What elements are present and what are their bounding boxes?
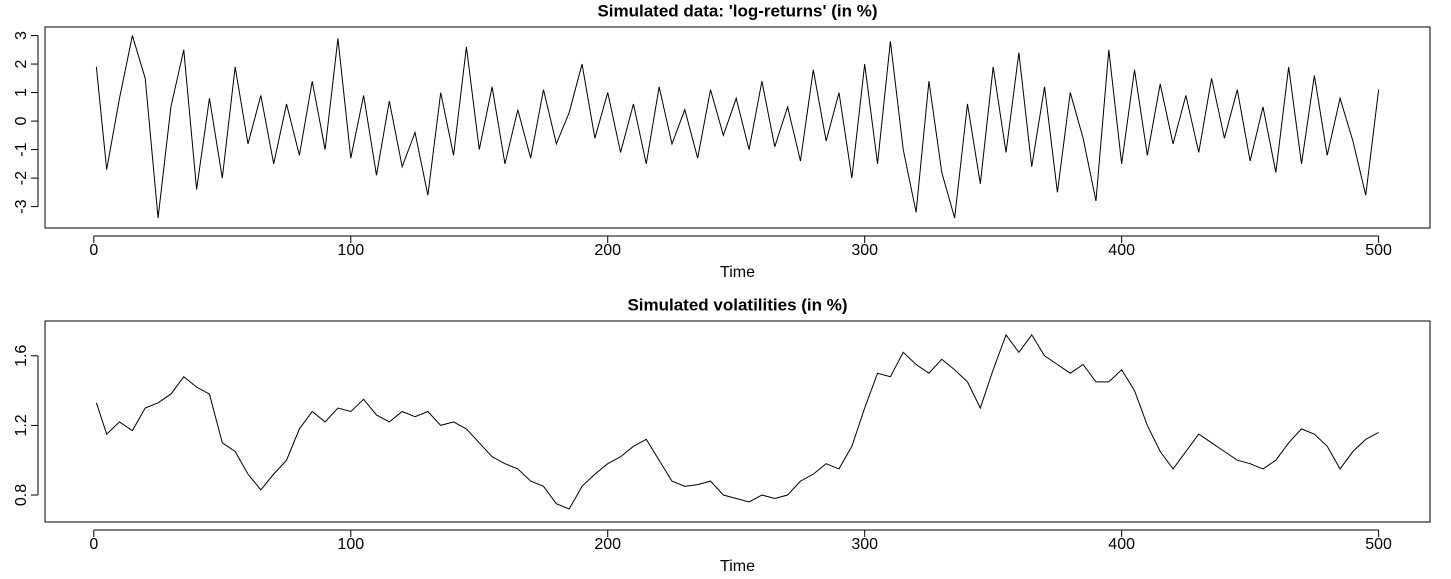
y-tick-label: 1.6 [13, 345, 30, 367]
y-tick-label: 1 [13, 88, 30, 97]
y-tick-label: 0.8 [13, 484, 30, 506]
x-tick-label: 300 [851, 242, 878, 259]
y-tick-label: 1.2 [13, 414, 30, 436]
x-tick-label: 500 [1365, 242, 1392, 259]
x-tick-label: 400 [1108, 536, 1135, 553]
x-axis-title: Time [720, 558, 755, 575]
x-tick-label: 300 [851, 536, 878, 553]
x-tick-label: 0 [89, 536, 98, 553]
y-tick-label: 0 [13, 117, 30, 126]
data-line [95, 333, 1379, 510]
y-tick-label: 3 [13, 31, 30, 40]
x-tick-label: 100 [337, 242, 364, 259]
x-tick-label: 100 [337, 536, 364, 553]
data-line [95, 35, 1380, 219]
plot-box [44, 320, 1431, 523]
y-tick-label: -3 [13, 199, 30, 213]
chart-title: Simulated data: 'log-returns' (in %) [597, 1, 877, 20]
x-axis-title: Time [720, 264, 755, 281]
plot-box [44, 26, 1431, 229]
x-tick-label: 200 [594, 536, 621, 553]
y-tick-label: -1 [13, 142, 30, 156]
x-tick-label: 400 [1108, 242, 1135, 259]
x-tick-label: 500 [1365, 536, 1392, 553]
chart-title: Simulated volatilities (in %) [627, 295, 847, 314]
y-tick-label: -2 [13, 171, 30, 185]
x-tick-label: 0 [89, 242, 98, 259]
y-tick-label: 2 [13, 60, 30, 69]
x-tick-label: 200 [594, 242, 621, 259]
